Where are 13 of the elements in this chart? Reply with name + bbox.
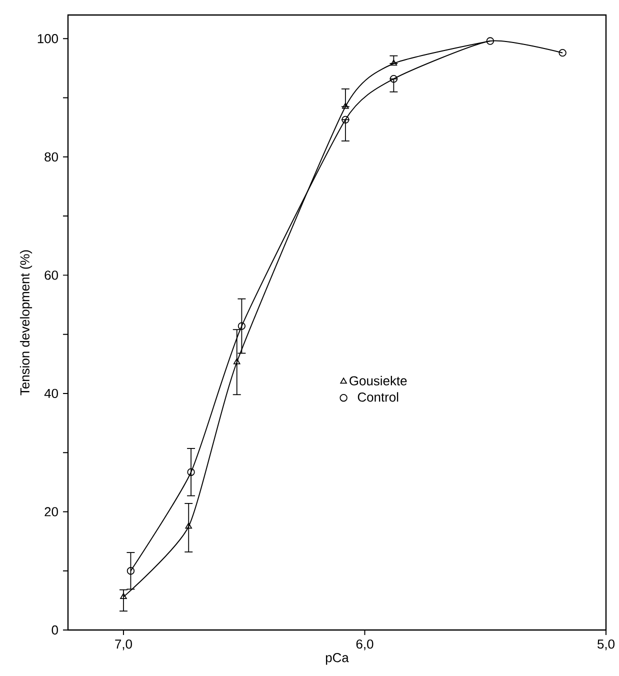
- y-axis-title: Tension development (%): [20, 250, 32, 396]
- x-tick-label: 6,0: [356, 639, 374, 650]
- legend-label: Gousiekte: [349, 376, 407, 386]
- y-tick-label: 0: [52, 625, 58, 635]
- x-axis-title: pCa: [326, 653, 349, 665]
- x-tick-label: 7,0: [114, 639, 132, 650]
- y-tick-label: 100: [38, 34, 58, 44]
- legend-label: Control: [358, 392, 398, 402]
- y-tick-label: 60: [44, 270, 58, 280]
- y-tick-label: 40: [44, 388, 58, 398]
- y-tick-label: 20: [44, 507, 58, 516]
- y-tick-label: 80: [44, 152, 58, 162]
- x-tick-label: 5,0: [597, 639, 614, 650]
